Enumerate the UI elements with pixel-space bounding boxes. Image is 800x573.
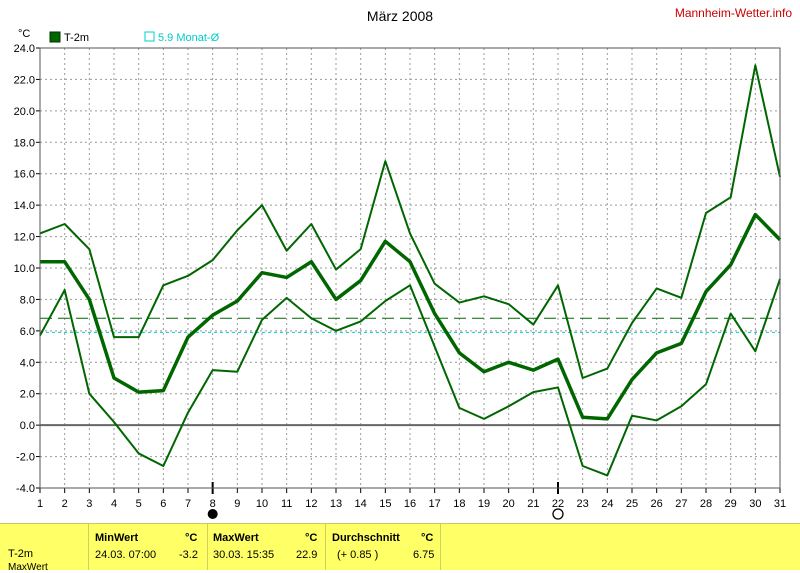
- x-tick-label: 5: [136, 498, 142, 510]
- y-unit-label: °C: [18, 28, 30, 40]
- x-tick-label: 15: [379, 498, 391, 510]
- stats-row-label-next: MaxWert: [8, 562, 48, 573]
- x-tick-label: 21: [527, 498, 539, 510]
- plot-frame: [39, 47, 781, 489]
- x-tick-label: 7: [185, 498, 191, 510]
- x-tick-label: 10: [256, 498, 268, 510]
- legend-series-label: T-2m: [64, 32, 89, 44]
- x-tick-label: 4: [111, 498, 117, 510]
- x-tick-label: 23: [577, 498, 589, 510]
- x-tick-label: 19: [478, 498, 490, 510]
- min-unit: °C: [185, 532, 198, 544]
- stats-divider: [207, 524, 208, 570]
- y-tick-label: 10.0: [14, 263, 35, 275]
- x-tick-label: 2: [62, 498, 68, 510]
- x-tick-label: 6: [160, 498, 166, 510]
- x-tick-label: 14: [355, 498, 367, 510]
- y-tick-label: 0.0: [20, 420, 35, 432]
- full-moon-icon: [552, 508, 564, 520]
- avg-value: 6.75: [413, 549, 435, 561]
- x-tick-label: 3: [86, 498, 92, 510]
- stats-divider: [88, 524, 89, 570]
- legend-series-swatch: [49, 31, 61, 43]
- y-tick-label: 20.0: [14, 106, 35, 118]
- x-tick-label: 8: [210, 498, 216, 510]
- y-tick-label: 8.0: [20, 294, 35, 306]
- x-tick-label: 27: [675, 498, 687, 510]
- x-tick-label: 29: [725, 498, 737, 510]
- y-tick-label: 16.0: [14, 169, 35, 181]
- x-tick-label: 16: [404, 498, 416, 510]
- new-moon-icon: [207, 509, 218, 519]
- max-value: 22.9: [296, 549, 318, 561]
- legend-mean-label: 5.9 Monat-Ø: [158, 32, 220, 44]
- series-line-max: [39, 64, 781, 379]
- stats-divider: [325, 524, 326, 570]
- x-tick-label: 18: [453, 498, 465, 510]
- max-header: MaxWert: [213, 532, 259, 544]
- avg-delta: (+ 0.85 ): [337, 549, 379, 561]
- series-line-t-2m: [40, 212, 782, 421]
- min-header: MinWert: [95, 532, 139, 544]
- x-tick-label: 26: [651, 498, 663, 510]
- chart-title: März 2008: [367, 8, 433, 24]
- y-tick-label: 14.0: [14, 200, 35, 212]
- avg-unit: °C: [421, 532, 434, 544]
- x-tick-label: 31: [774, 498, 786, 510]
- site-link[interactable]: Mannheim-Wetter.info: [675, 6, 792, 20]
- x-tick-label: 28: [700, 498, 712, 510]
- y-tick-label: 18.0: [14, 137, 35, 149]
- avg-header: Durchschnitt: [332, 532, 400, 544]
- x-tick-label: 12: [305, 498, 317, 510]
- series-line-min: [39, 278, 781, 477]
- min-datetime: 24.03. 07:00: [95, 549, 157, 561]
- x-tick-label: 20: [503, 498, 515, 510]
- y-tick-label: 6.0: [20, 326, 35, 338]
- y-tick-label: 2.0: [20, 389, 35, 401]
- y-tick-label: 4.0: [20, 357, 35, 369]
- y-tick-label: -2.0: [16, 452, 35, 464]
- y-tick-label: 12.0: [14, 232, 35, 244]
- legend-mean-swatch: [144, 31, 155, 42]
- x-tick-label: 1: [37, 498, 43, 510]
- x-tick-label: 30: [749, 498, 761, 510]
- x-tick-label: 11: [281, 498, 292, 510]
- x-tick-label: 22: [552, 498, 564, 510]
- x-tick-label: 25: [626, 498, 638, 510]
- min-value: -3.2: [179, 549, 198, 561]
- x-tick-label: 24: [601, 498, 613, 510]
- y-tick-label: 22.0: [14, 74, 35, 86]
- max-unit: °C: [305, 532, 318, 544]
- x-tick-label: 13: [330, 498, 342, 510]
- max-datetime: 30.03. 15:35: [213, 549, 275, 561]
- stats-panel: T-2m MaxWert MinWert °C 24.03. 07:00 -3.…: [0, 523, 800, 573]
- x-tick-label: 17: [429, 498, 441, 510]
- temperature-chart: -4.0 -2.0 0.0 2.0 4.0 6.0 8.0 10.0 12.0 14.0 16.0 1…: [14, 6, 792, 520]
- y-tick-label: 24.0: [14, 43, 35, 55]
- stats-row-label: T-2m: [8, 548, 34, 560]
- stats-divider: [440, 524, 441, 570]
- x-tick-label: 9: [234, 498, 240, 510]
- y-tick-label: -4.0: [16, 483, 35, 495]
